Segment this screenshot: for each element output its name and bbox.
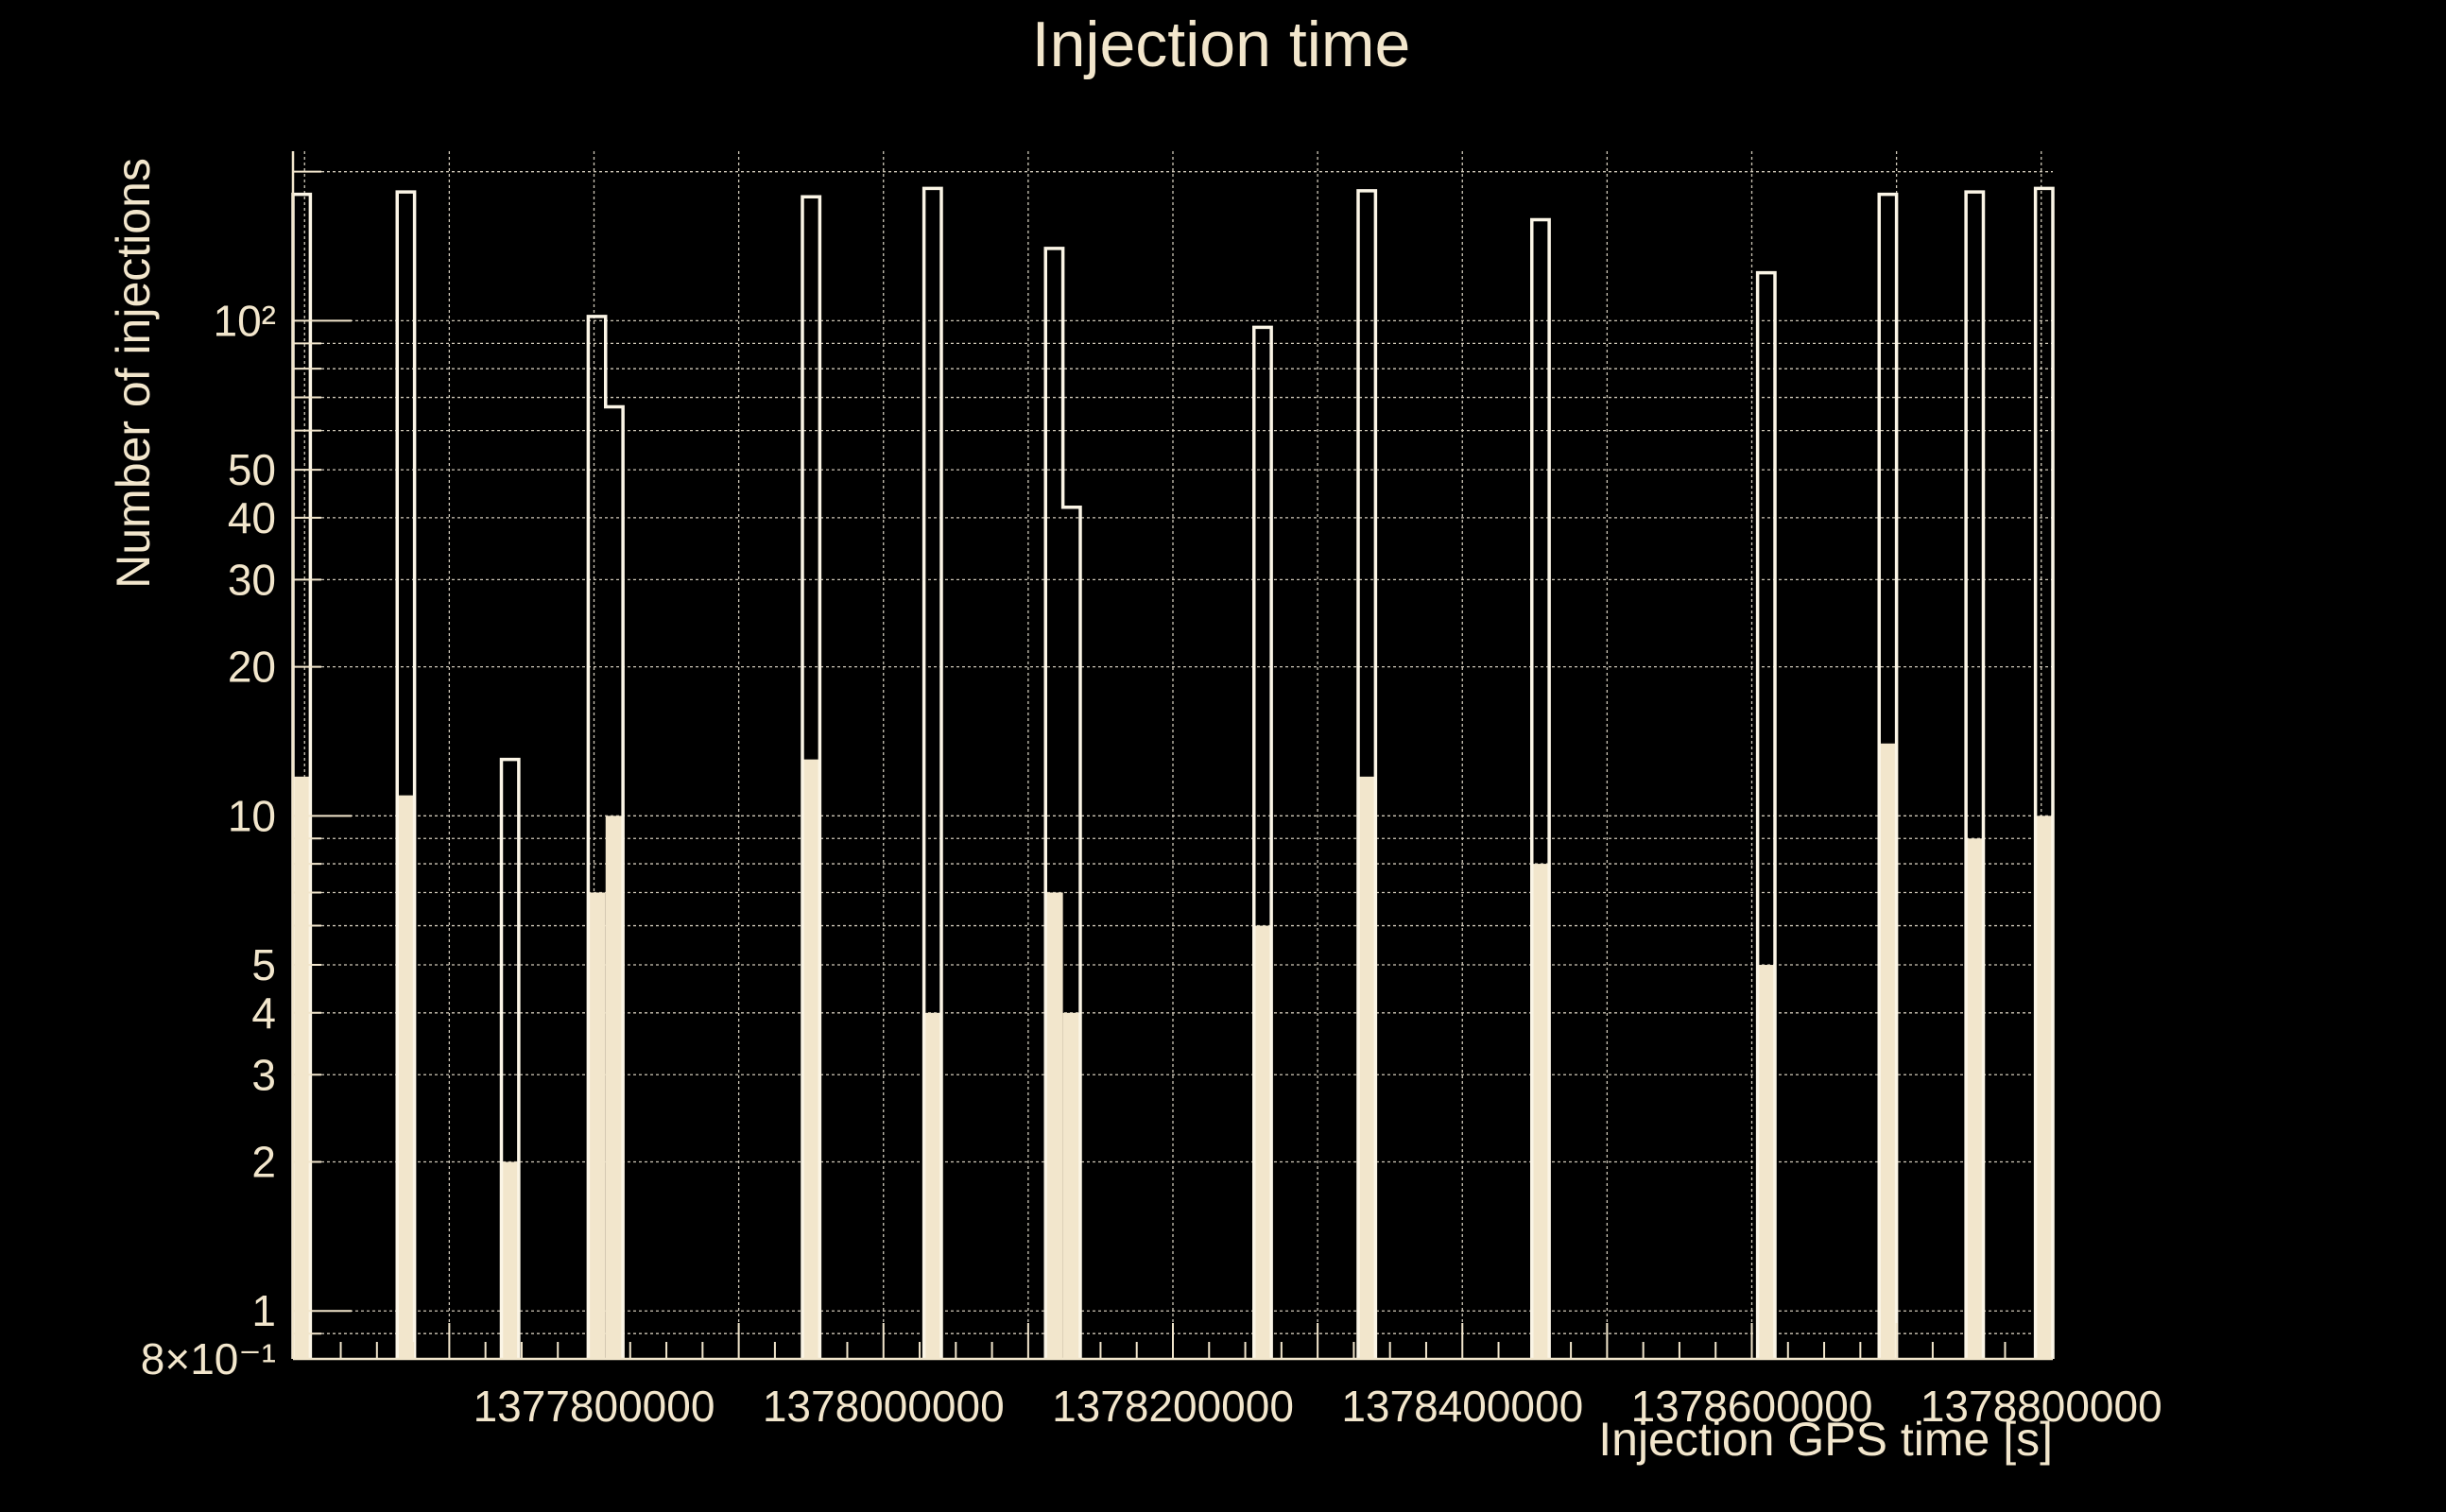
y-tick-label: 50 [228, 445, 276, 494]
filled-bar [1757, 965, 1775, 1359]
y-tick-label: 30 [228, 555, 276, 604]
total-bar-outline [922, 186, 943, 1359]
filled-bar [397, 795, 415, 1359]
filled-bar [2035, 816, 2053, 1359]
filled-bar [1253, 925, 1272, 1359]
total-bar-outline [801, 195, 822, 1359]
y-tick-label: 40 [228, 493, 276, 542]
total-bar-outline [1530, 217, 1551, 1359]
y-tick-label: 1 [251, 1286, 276, 1335]
y-tick-label: 3 [251, 1050, 276, 1099]
filled-bar [501, 1161, 519, 1359]
y-tick-label: 10 [228, 791, 276, 840]
filled-bar [1879, 743, 1897, 1359]
x-axis-label: Injection GPS time [s] [1598, 1413, 2053, 1466]
x-tick-label: 1378800000 [1921, 1382, 2162, 1431]
filled-bar [1062, 1012, 1080, 1359]
total-bar-outline [586, 315, 625, 1359]
filled-bar [605, 816, 624, 1359]
x-tick-label: 1378400000 [1341, 1382, 1583, 1431]
y-tick-label: 4 [251, 988, 276, 1038]
y-axis-label: Number of injections [107, 158, 160, 589]
total-bar-outline [1043, 247, 1082, 1359]
y-tick-label: 10² [214, 296, 276, 345]
filled-bar [588, 892, 606, 1359]
total-bar-outline [395, 190, 417, 1359]
grid-lines [293, 151, 2053, 1359]
total-bar-outline [1877, 192, 1899, 1359]
total-bar-outline [1356, 189, 1378, 1359]
filled-bar [802, 759, 820, 1359]
x-tick-label: 1378000000 [763, 1382, 1005, 1431]
total-bar-outline [1964, 190, 1986, 1359]
total-bar-outline [2033, 186, 2055, 1359]
x-tick-label: 1378200000 [1052, 1382, 1294, 1431]
y-tick-label: 2 [251, 1138, 276, 1187]
total-bar-outline [499, 757, 521, 1359]
total-bar-outline [1755, 270, 1777, 1359]
filled-bar [293, 776, 311, 1359]
total-bar-outline [1252, 325, 1273, 1359]
y-tick-label: 5 [251, 940, 276, 989]
x-tick-label: 1378600000 [1631, 1382, 1873, 1431]
filled-bar [1966, 838, 1984, 1359]
y-tick-label: 8×10⁻¹ [141, 1334, 276, 1383]
chart-title: Injection time [1032, 9, 1411, 80]
y-tick-label: 20 [228, 643, 276, 692]
filled-bar [923, 1012, 941, 1359]
filled-bar [1531, 864, 1550, 1359]
filled-bar [1045, 892, 1063, 1359]
x-tick-label: 1377800000 [474, 1382, 715, 1431]
filled-bar [1358, 776, 1376, 1359]
